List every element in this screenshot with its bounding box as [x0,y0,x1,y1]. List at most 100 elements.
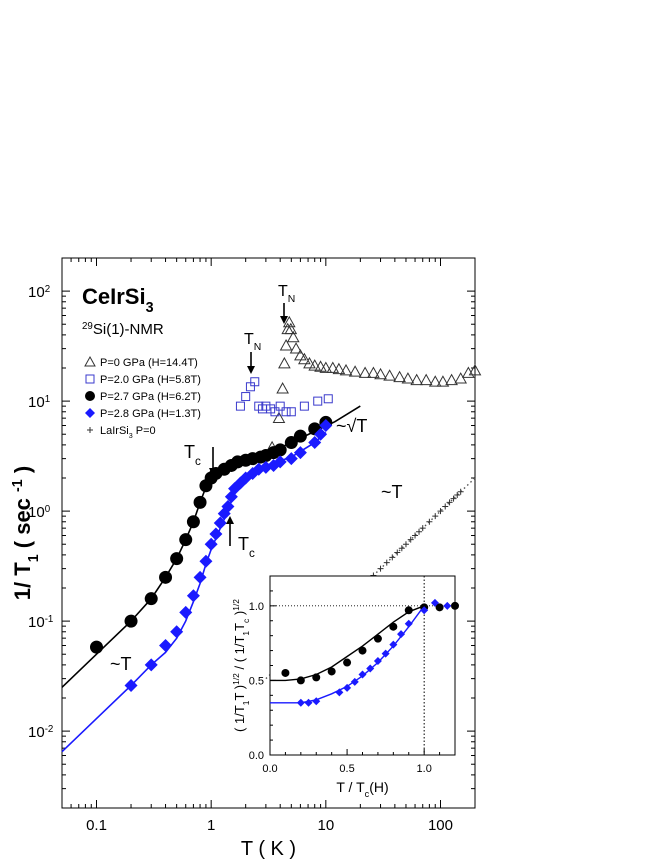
data-point-s1 [281,407,291,417]
inset-y-axis-label: ( 1/T1T )1/2 / ( 1/T1Tc )1/2 [231,599,251,732]
inset-x-tick-label: 0.5 [339,763,354,775]
inset-data-point-s1 [312,697,321,706]
inset-data-point-s0 [373,634,382,643]
data-point-s0 [272,411,286,424]
inset-data-point-s1 [404,619,413,628]
data-point-s0 [367,366,380,378]
data-point-s1 [241,392,251,402]
data-point-s1 [299,401,309,411]
x-tick-label: 10 [317,817,334,834]
data-point-s3 [199,554,213,568]
inset-data-point-s1 [366,664,375,673]
data-point-s4 [426,518,433,525]
inset-y-tick-label: 0.5 [249,675,264,687]
inset-y-axis-label-part: 1 [241,700,251,705]
y-tick-label-part: 10 [28,614,45,631]
annotation-tn-1: TN [278,283,295,305]
annotation-tn-2: TN [244,331,261,353]
inset-data-point-s1 [420,606,429,615]
annotation-tn-2-part: N [254,342,262,353]
data-point-s4 [398,545,405,552]
data-point-s0 [278,356,291,369]
data-point-s0 [298,352,311,365]
data-point-s3 [159,639,173,653]
data-point-s4 [450,495,457,502]
arrow-tn-2-head [247,366,255,374]
data-point-s0 [348,365,362,377]
inset-y-tick-label: 1.0 [249,601,264,613]
inset-x-axis-label-part: (H) [369,779,388,795]
data-point-s0 [339,363,353,376]
inset-data-point-s0 [404,606,413,615]
data-point-s0 [319,361,333,373]
legend-label-2: P=2.7 GPa (H=6.2T) [100,391,201,403]
data-point-s1 [275,401,285,411]
y-axis-label-part: ) [10,466,35,479]
inset-data-point-s0 [281,668,290,677]
inset-data-point-s1 [304,698,313,707]
arrow-tn-1-head [280,316,288,324]
inset-x-tick-label-part: 0.5 [339,763,354,775]
legend-marker-2 [85,391,95,401]
y-tick-label: 100 [28,504,51,522]
data-point-s3 [319,419,333,433]
data-point-s1 [270,407,280,417]
y-tick-label-part: 1 [45,394,50,405]
data-point-s4 [416,528,423,535]
y-axis-label-part: ( sec [10,492,35,554]
annotation-t-left-part: ~T [110,654,132,674]
data-point-s4 [389,554,396,561]
inset-data-point-s1 [335,688,344,697]
chart-subtitle-part: Si(1)-NMR [93,321,164,338]
annotation-tn-1-part: N [288,294,296,305]
data-point-s2 [90,640,104,654]
inset-data-point-s1 [373,657,382,666]
data-point-s0 [276,382,289,394]
y-tick-label: 10-2 [28,724,53,742]
x-tick-label-part: 0.1 [86,817,107,834]
inset-y-tick-label: 0.0 [249,750,264,762]
inset-data-point-s1 [389,640,398,649]
data-point-s3 [314,427,328,441]
data-point-s0 [401,372,415,384]
data-point-s2 [284,436,298,450]
chart-title: CeIrSi3 [82,284,154,316]
data-point-s3 [124,678,138,692]
inset-data-point-s1 [350,677,359,686]
inset-y-axis-label-part: T [232,623,247,631]
legend-label-2-part: P=2.7 GPa (H=6.2T) [100,391,201,403]
data-point-s2 [186,515,200,529]
annotation-tc-2-part: c [249,547,255,560]
data-point-s3 [284,452,298,466]
x-axis-label: T ( K ) [241,838,296,860]
y-tick-label: 101 [28,394,50,412]
data-point-s4 [407,536,414,543]
inset-frame [269,575,456,756]
data-point-s0 [358,366,372,378]
annotation-t-right: ~T [381,482,403,502]
y-tick-label-part: 2 [45,284,50,295]
annotation-tc-2: Tc [238,534,255,560]
y-tick-label-part: -1 [45,614,54,625]
inset-y-axis-label-part: c [241,619,251,623]
legend-label-4-part: 3 [129,432,133,440]
inset-x-tick-label-part: 0.0 [262,763,277,775]
x-tick-label-part: 10 [317,817,334,834]
inset-data-point-s1 [381,649,390,658]
inset-data-point-s1 [443,601,452,610]
data-point-s2 [159,570,173,584]
x-axis-label-part: T ( K ) [241,838,296,860]
legend-label-0: P=0 GPa (H=14.4T) [100,357,198,369]
annotation-sqrt-t: ~√T [336,416,367,436]
y-axis-label: 1/ T1 ( sec -1 ) [10,466,42,600]
data-point-s0 [294,348,307,361]
legend-marker-1 [85,374,95,384]
y-tick-label: 10-1 [28,614,53,632]
chart-subtitle: 29Si(1)-NMR [82,321,164,339]
legend-label-4-part: LaIrSi [100,425,129,437]
annotation-t-right-part: ~T [381,482,403,502]
data-point-s3 [293,446,307,460]
data-point-s0 [410,373,424,386]
y-tick-label-part: 10 [28,394,45,411]
